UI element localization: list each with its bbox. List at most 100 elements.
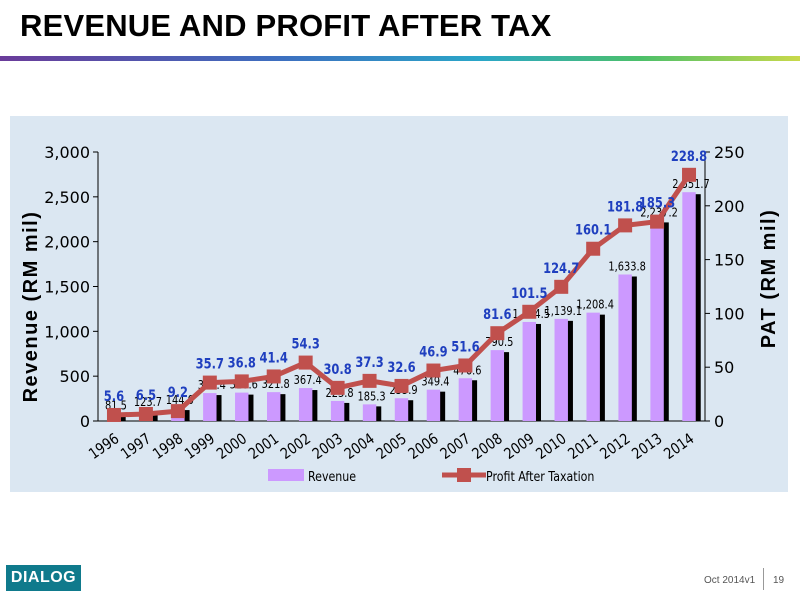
footer-divider xyxy=(763,568,764,590)
chart-panel: 0 500 1,000 1,500 2,000 2,500 3,000 0 50 100 150 20… xyxy=(10,116,788,492)
revenue-bar xyxy=(235,392,249,421)
revenue-bar xyxy=(426,389,441,421)
revenue-data-label: 1,208.4 xyxy=(576,298,614,312)
x-tick-label: 1996 xyxy=(86,430,122,463)
pat-data-label: 41.4 xyxy=(260,350,288,366)
right-axis-title: PAT (RM mil) xyxy=(758,209,780,348)
revenue-bar xyxy=(490,350,505,421)
pat-data-label: 32.6 xyxy=(387,360,415,376)
right-tick-label: 0 xyxy=(714,412,724,431)
pat-marker xyxy=(266,369,281,384)
pat-marker xyxy=(618,218,633,233)
legend-revenue-swatch xyxy=(268,469,304,481)
dialog-logo: DIALOG xyxy=(6,565,81,591)
revenue-bar xyxy=(330,400,345,421)
slide-title: REVENUE AND PROFIT AFTER TAX xyxy=(20,8,552,43)
pat-data-label: 37.3 xyxy=(355,355,383,371)
pat-marker xyxy=(170,404,185,419)
pat-data-label: 46.9 xyxy=(419,345,447,361)
x-tick-label: 2005 xyxy=(374,430,410,463)
pat-marker xyxy=(682,167,697,182)
pat-marker xyxy=(234,374,249,389)
x-tick-label: 2011 xyxy=(565,430,601,463)
revenue-bar xyxy=(394,398,409,421)
pat-data-label: 35.7 xyxy=(196,357,224,373)
revenue-bar xyxy=(522,321,536,421)
revenue-bar xyxy=(682,192,696,421)
revenue-data-label: 1,139.1 xyxy=(544,304,582,318)
x-tick-label: 2010 xyxy=(533,430,569,463)
title-divider xyxy=(0,56,800,61)
pat-marker xyxy=(586,241,601,256)
revenue-bar xyxy=(298,388,313,421)
revenue-data-label: 367.4 xyxy=(294,373,322,387)
x-tick-label: 1997 xyxy=(118,430,154,463)
pat-marker xyxy=(458,358,473,373)
pat-data-label: 124.7 xyxy=(543,261,579,277)
x-tick-label: 2003 xyxy=(310,430,346,463)
pat-data-label: 160.1 xyxy=(575,223,611,239)
x-tick-label: 2004 xyxy=(342,430,379,463)
revenue-bar xyxy=(362,404,377,421)
pat-data-label: 36.8 xyxy=(228,355,256,371)
revenue-pat-chart: 0 500 1,000 1,500 2,000 2,500 3,000 0 50 100 150 20… xyxy=(20,143,780,484)
pat-marker xyxy=(426,363,441,378)
right-tick-label: 100 xyxy=(714,304,745,323)
pat-marker xyxy=(490,326,505,341)
pat-data-label: 30.8 xyxy=(323,362,351,378)
footer-version: Oct 2014v1 xyxy=(704,575,756,586)
pat-data-label: 51.6 xyxy=(451,339,479,355)
left-tick-label: 1,500 xyxy=(44,278,90,297)
pat-marker xyxy=(138,407,153,422)
x-tick-label: 2008 xyxy=(469,430,505,463)
legend-revenue-label: Revenue xyxy=(308,469,356,484)
revenue-data-label: 123.7 xyxy=(134,395,162,409)
pat-marker xyxy=(522,304,537,319)
page-number: 19 xyxy=(773,575,785,586)
x-tick-label: 2000 xyxy=(214,430,250,463)
pat-marker xyxy=(202,375,217,390)
x-tick-label: 2009 xyxy=(501,430,537,463)
legend-pat-label: Profit After Taxation xyxy=(486,469,594,484)
revenue-bar xyxy=(267,392,281,421)
right-tick-label: 50 xyxy=(714,358,734,377)
x-tick-label: 2014 xyxy=(661,430,698,463)
x-tick-label: 1999 xyxy=(182,430,218,463)
x-tick-label: 2012 xyxy=(597,430,633,463)
x-tick-label: 1998 xyxy=(150,430,186,463)
pat-data-label: 101.5 xyxy=(511,286,547,302)
left-tick-label: 1,000 xyxy=(44,322,90,341)
pat-data-label: 185.3 xyxy=(639,196,675,212)
revenue-data-label: 349.4 xyxy=(421,375,449,389)
left-tick-label: 3,000 xyxy=(44,143,90,162)
left-axis-title: Revenue (RM mil) xyxy=(20,211,42,403)
pat-data-label: 81.6 xyxy=(483,307,511,323)
pat-data-label: 5.6 xyxy=(104,389,124,405)
left-tick-label: 0 xyxy=(80,412,90,431)
x-tick-label: 2001 xyxy=(246,430,282,463)
revenue-bar xyxy=(618,274,632,421)
pat-data-label: 228.8 xyxy=(671,149,707,165)
right-tick-label: 250 xyxy=(714,143,745,162)
pat-marker xyxy=(554,279,569,294)
right-tick-label: 150 xyxy=(714,251,745,270)
revenue-bar xyxy=(586,312,600,421)
left-tick-label: 2,000 xyxy=(44,233,90,252)
pat-data-label: 181.8 xyxy=(607,199,643,215)
x-tick-label: 2013 xyxy=(629,430,665,463)
left-tick-label: 500 xyxy=(59,367,90,386)
pat-marker xyxy=(394,378,409,393)
right-tick-label: 200 xyxy=(714,197,745,216)
pat-marker xyxy=(298,355,313,370)
revenue-bar xyxy=(203,393,217,421)
x-tick-label: 2002 xyxy=(278,430,314,463)
pat-data-label: 54.3 xyxy=(291,337,319,353)
revenue-bar xyxy=(458,378,473,421)
pat-data-label: 9.2 xyxy=(168,385,188,401)
revenue-bar xyxy=(554,318,568,421)
revenue-bar xyxy=(650,220,664,421)
x-tick-label: 2007 xyxy=(437,430,473,463)
pat-marker xyxy=(106,407,121,422)
pat-marker xyxy=(330,380,345,395)
revenue-data-label: 1,633.8 xyxy=(608,260,646,274)
